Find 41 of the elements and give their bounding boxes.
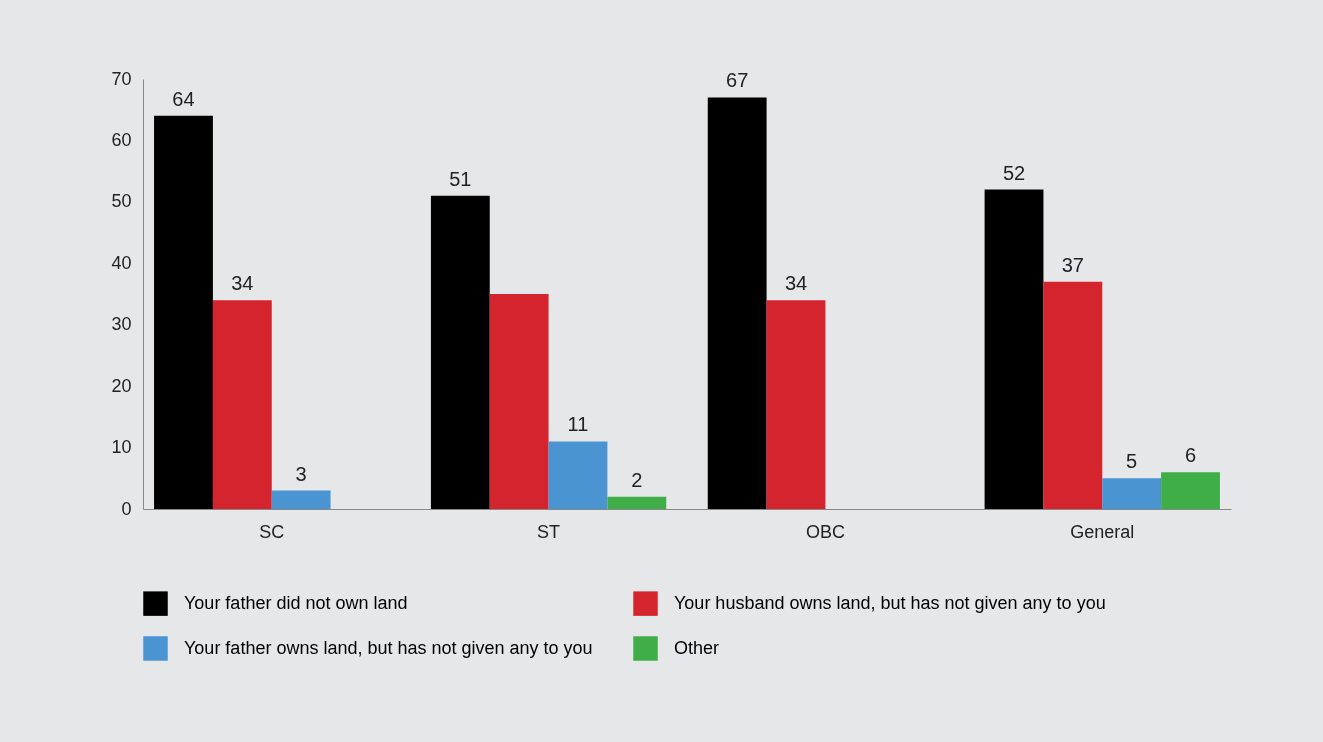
bar: [707, 97, 767, 509]
data-label: 11: [567, 413, 589, 436]
bar: [430, 195, 490, 509]
data-label: 67: [726, 69, 749, 92]
data-label: 51: [449, 167, 472, 190]
x-tick-label: OBC: [805, 521, 845, 542]
data-label: 3: [295, 462, 307, 485]
y-tick-label: 20: [111, 375, 132, 396]
bar: [489, 294, 549, 509]
data-label: 64: [172, 87, 195, 110]
bar: [212, 300, 272, 509]
data-label: 6: [1184, 444, 1197, 467]
x-tick-label: General: [1070, 521, 1135, 542]
bar: [984, 189, 1044, 509]
x-tick-label: ST: [537, 521, 561, 542]
x-tick-label: SC: [259, 521, 285, 542]
bar: [271, 490, 331, 509]
y-tick-label: 30: [111, 314, 132, 335]
y-tick-label: 0: [121, 498, 132, 519]
data-label: 34: [231, 272, 254, 295]
data-label: 34: [784, 272, 808, 295]
y-tick-label: 40: [111, 252, 132, 273]
legend-label: Your father owns land, but has not given any to you: [184, 637, 593, 658]
legend-label: Other: [674, 637, 720, 658]
y-tick-label: 10: [111, 437, 132, 458]
bar: [1161, 472, 1220, 509]
bar: [1043, 281, 1103, 509]
y-tick-label: 60: [111, 129, 132, 150]
bar: [766, 300, 826, 509]
data-label: 2: [631, 468, 643, 491]
data-label: 52: [1002, 161, 1026, 184]
bar: [548, 441, 608, 509]
bar: [607, 496, 667, 509]
legend-label: Your husband owns land, but has not given any to you: [674, 592, 1106, 613]
y-tick-label: 70: [111, 68, 132, 89]
data-label: 37: [1061, 253, 1084, 276]
bar: [154, 115, 213, 509]
y-tick-label: 50: [111, 191, 132, 212]
data-label: 5: [1126, 450, 1138, 473]
bar: [1102, 478, 1162, 509]
legend-label: Your father did not own land: [184, 592, 408, 613]
